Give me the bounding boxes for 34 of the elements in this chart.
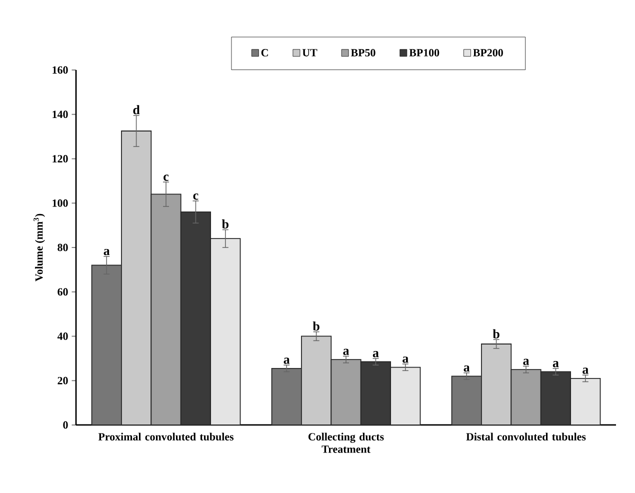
data-label: a: [552, 361, 559, 368]
y-axis-title: Volume (mm$^{3}$): [34, 214, 45, 282]
data-label: a: [372, 351, 379, 358]
legend-label: BP100: [409, 49, 440, 56]
data-label: b: [492, 329, 500, 338]
data-label: b: [222, 219, 228, 229]
x-tick-label: Collecting ducts: [308, 432, 384, 443]
x-tick-label: Proximal convoluted tubules: [98, 432, 234, 440]
data-label: a: [402, 356, 408, 363]
y-tick-label: 160: [52, 66, 68, 74]
legend-label: C: [261, 49, 268, 56]
y-tick-label: 40: [57, 332, 68, 340]
y-tick-label: 100: [52, 199, 68, 207]
y-tick-label: 140: [52, 110, 68, 118]
data-label: d: [133, 105, 140, 114]
y-tick-label: 80: [58, 244, 68, 252]
x-tick-label: Distal convoluted tubules: [466, 432, 586, 440]
data-label: c: [193, 193, 198, 200]
data-label: a: [582, 368, 588, 374]
legend-label: BP50: [350, 49, 376, 56]
x-axis-title: Treatment: [322, 446, 370, 453]
y-tick-label: 120: [52, 155, 68, 162]
data-label: b: [312, 321, 320, 331]
data-label: a: [464, 365, 470, 372]
data-label: a: [284, 358, 290, 364]
y-tick-label: 60: [58, 288, 68, 296]
legend-label: UT: [302, 49, 318, 56]
data-label: a: [104, 248, 110, 256]
y-tick-label: 0: [63, 421, 68, 429]
data-label: a: [523, 358, 530, 365]
y-tick-label: 20: [58, 376, 68, 384]
data-label: c: [164, 174, 169, 181]
data-label: a: [343, 348, 350, 356]
legend-label: BP200: [473, 49, 503, 56]
